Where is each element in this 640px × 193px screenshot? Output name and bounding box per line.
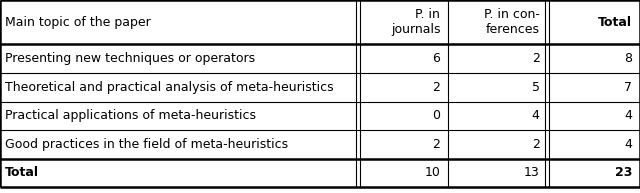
- Text: 13: 13: [524, 166, 540, 179]
- Text: Good practices in the field of meta-heuristics: Good practices in the field of meta-heur…: [5, 138, 288, 151]
- Text: 2: 2: [433, 138, 440, 151]
- Text: Theoretical and practical analysis of meta-heuristics: Theoretical and practical analysis of me…: [5, 81, 333, 94]
- Text: 23: 23: [615, 166, 632, 179]
- Text: 0: 0: [433, 109, 440, 122]
- Text: 10: 10: [424, 166, 440, 179]
- Text: 2: 2: [532, 52, 540, 65]
- Text: 2: 2: [532, 138, 540, 151]
- Text: 5: 5: [531, 81, 540, 94]
- Text: Total: Total: [598, 16, 632, 29]
- Text: Presenting new techniques or operators: Presenting new techniques or operators: [5, 52, 255, 65]
- Text: P. in
journals: P. in journals: [391, 8, 440, 36]
- Text: 8: 8: [624, 52, 632, 65]
- Text: Practical applications of meta-heuristics: Practical applications of meta-heuristic…: [5, 109, 256, 122]
- Text: Total: Total: [5, 166, 39, 179]
- Text: 4: 4: [625, 109, 632, 122]
- Text: 7: 7: [624, 81, 632, 94]
- Text: 4: 4: [532, 109, 540, 122]
- Text: Main topic of the paper: Main topic of the paper: [5, 16, 151, 29]
- Text: 4: 4: [625, 138, 632, 151]
- Text: 2: 2: [433, 81, 440, 94]
- Text: P. in con-
ferences: P. in con- ferences: [484, 8, 540, 36]
- Text: 6: 6: [433, 52, 440, 65]
